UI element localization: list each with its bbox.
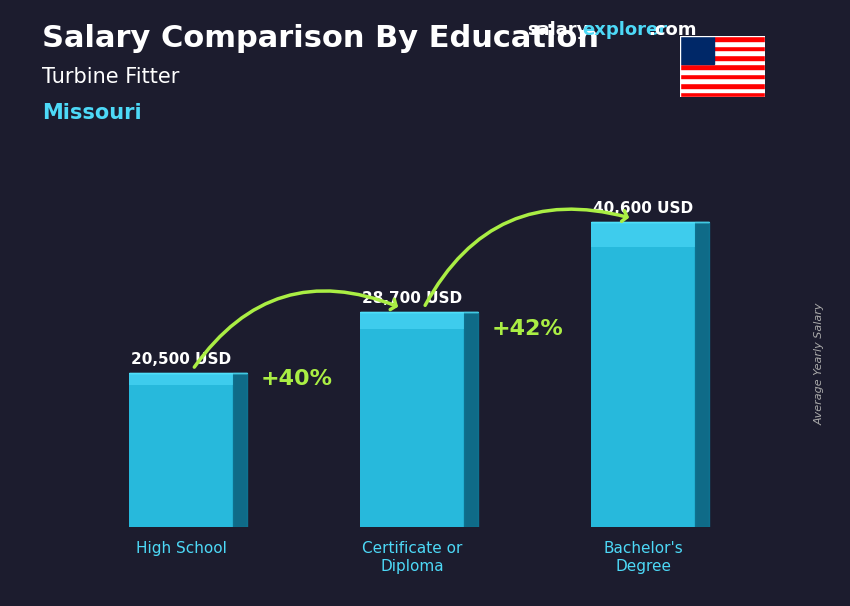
Bar	[680, 64, 765, 69]
Bar	[680, 74, 765, 78]
Polygon shape	[464, 311, 478, 527]
Text: 20,500 USD: 20,500 USD	[131, 352, 231, 367]
Bar	[680, 41, 765, 45]
Bar	[680, 69, 765, 74]
Text: +40%: +40%	[261, 368, 332, 388]
Bar	[680, 88, 765, 92]
Bar	[680, 59, 765, 64]
Text: salary: salary	[527, 21, 588, 39]
Bar	[129, 373, 233, 385]
Text: 40,600 USD: 40,600 USD	[593, 201, 694, 216]
Bar	[360, 311, 464, 527]
Bar	[680, 36, 714, 64]
Bar	[680, 92, 765, 97]
Bar	[680, 50, 765, 55]
Bar	[680, 83, 765, 88]
Text: explorer: explorer	[582, 21, 667, 39]
Text: 28,700 USD: 28,700 USD	[362, 290, 462, 305]
Bar	[680, 55, 765, 59]
Text: Average Yearly Salary: Average Yearly Salary	[814, 302, 824, 425]
Bar	[592, 222, 695, 527]
Text: Turbine Fitter: Turbine Fitter	[42, 67, 180, 87]
Bar	[680, 36, 765, 41]
Bar	[680, 78, 765, 83]
Bar	[680, 45, 765, 50]
Polygon shape	[695, 222, 709, 527]
Bar	[592, 222, 695, 247]
Bar	[129, 373, 233, 527]
Text: Salary Comparison By Education: Salary Comparison By Education	[42, 24, 599, 53]
Text: +42%: +42%	[492, 319, 564, 339]
Polygon shape	[233, 373, 247, 527]
Bar	[360, 311, 464, 329]
Text: Missouri: Missouri	[42, 103, 142, 123]
Text: .com: .com	[648, 21, 696, 39]
